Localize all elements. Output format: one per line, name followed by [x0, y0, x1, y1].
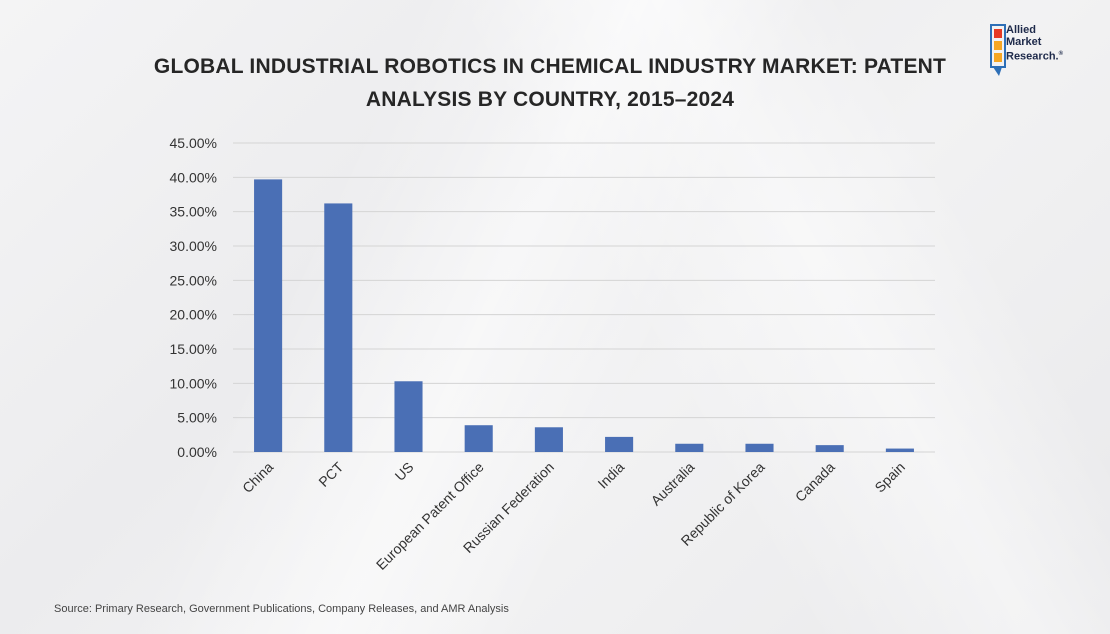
logo-square-orange — [994, 41, 1002, 50]
y-tick-label: 15.00% — [170, 341, 217, 357]
x-tick-label: India — [594, 459, 627, 492]
bar — [534, 427, 563, 452]
logo-word-allied: Allied — [1006, 24, 1036, 36]
x-tick-label: Canada — [792, 459, 838, 505]
y-axis-tick-labels: 0.00% 5.00% 10.00% 15.00% 20.00% 25.00% 30.00%… — [170, 135, 217, 460]
y-tick-label: 45.00% — [170, 135, 217, 151]
bar — [605, 436, 634, 452]
y-tick-label: 0.00% — [177, 444, 217, 460]
chart-title-line-1: GLOBAL INDUSTRIAL ROBOTICS IN CHEMICAL I… — [153, 55, 947, 78]
logo-wordmark: Allied Market Research.® — [1006, 24, 1063, 63]
x-tick-label: US — [392, 459, 417, 484]
brand-logo: Allied Market Research.® — [990, 24, 1102, 78]
y-tick-label: 30.00% — [170, 238, 217, 254]
bar — [464, 425, 493, 452]
bar — [885, 448, 914, 452]
chart-title-line-2: ANALYSIS BY COUNTRY, 2015–2024 — [365, 88, 735, 111]
logo-square-yellow — [994, 53, 1002, 62]
x-tick-label: PCT — [315, 458, 346, 489]
bar — [394, 381, 423, 452]
logo-pointer — [993, 67, 1002, 76]
bars — [254, 179, 914, 453]
bar — [745, 443, 774, 452]
logo-icon — [990, 24, 1006, 76]
y-tick-label: 5.00% — [177, 410, 217, 426]
logo-word-research-text: Research. — [1006, 50, 1059, 63]
logo-word-research: Research.® — [1006, 48, 1063, 63]
bar — [254, 179, 283, 453]
y-tick-label: 20.00% — [170, 307, 217, 323]
x-tick-label: Spain — [871, 459, 908, 496]
y-tick-label: 25.00% — [170, 272, 217, 288]
bar — [324, 203, 353, 452]
source-note: Source: Primary Research, Government Pub… — [54, 603, 509, 615]
y-tick-label: 35.00% — [170, 204, 217, 220]
bar — [815, 445, 844, 452]
chart-title: GLOBAL INDUSTRIAL ROBOTICS IN CHEMICAL I… — [130, 50, 970, 116]
y-tick-label: 10.00% — [170, 375, 217, 391]
logo-registered-mark: ® — [1058, 51, 1064, 57]
y-tick-label: 40.00% — [170, 169, 217, 185]
x-tick-label: China — [239, 459, 276, 496]
x-tick-label: Australia — [648, 459, 698, 509]
logo-word-market: Market — [1006, 36, 1042, 48]
logo-square-red — [994, 29, 1002, 38]
bar — [675, 443, 704, 452]
